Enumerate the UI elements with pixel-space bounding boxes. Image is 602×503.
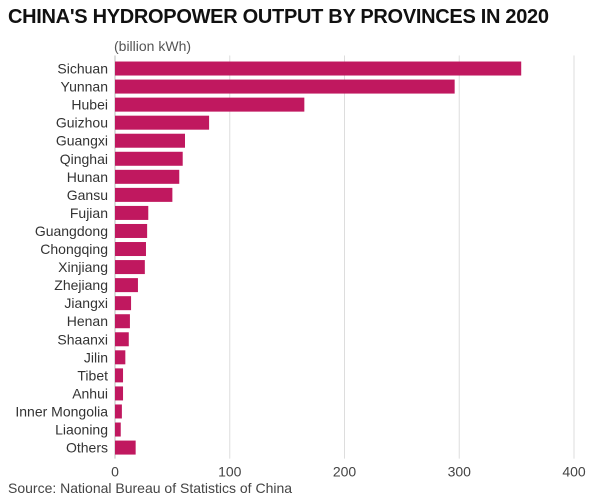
category-label-henan: Henan xyxy=(67,313,108,329)
bar-guangdong xyxy=(115,223,148,238)
bar-guangxi xyxy=(115,133,185,148)
bar-others xyxy=(115,440,136,455)
x-tick-label: 200 xyxy=(333,464,357,480)
unit-label: (billion kWh) xyxy=(114,38,191,54)
category-label-inner-mongolia: Inner Mongolia xyxy=(15,403,108,419)
bar-fujian xyxy=(115,205,149,220)
x-tick-label: 0 xyxy=(111,464,119,480)
category-label-anhui: Anhui xyxy=(72,385,108,401)
x-tick-label: 100 xyxy=(218,464,242,480)
category-label-tibet: Tibet xyxy=(77,367,108,383)
category-label-guizhou: Guizhou xyxy=(56,115,108,131)
bar-zhejiang xyxy=(115,278,138,293)
bar-henan xyxy=(115,314,130,329)
category-label-xinjiang: Xinjiang xyxy=(58,259,108,275)
x-tick-label: 300 xyxy=(448,464,472,480)
category-label-qinghai: Qinghai xyxy=(60,151,108,167)
bar-chongqing xyxy=(115,242,146,257)
chart-title: CHINA'S HYDROPOWER OUTPUT BY PROVINCES I… xyxy=(8,6,549,28)
x-axis-ticks: 0 100 200 300 400 xyxy=(111,464,586,480)
category-label-others: Others xyxy=(66,440,108,456)
category-label-hunan: Hunan xyxy=(67,169,108,185)
bar-liaoning xyxy=(115,422,121,437)
bar-inner-mongolia xyxy=(115,404,122,419)
category-label-jilin: Jilin xyxy=(84,349,108,365)
bar-sichuan xyxy=(115,61,522,76)
category-label-chongqing: Chongqing xyxy=(40,241,108,257)
source-note: Source: National Bureau of Statistics of… xyxy=(8,480,293,496)
bar-jilin xyxy=(115,350,126,365)
bar-yunnan xyxy=(115,79,455,94)
category-label-hubei: Hubei xyxy=(71,97,108,113)
bar-jiangxi xyxy=(115,296,132,311)
category-label-guangdong: Guangdong xyxy=(35,223,108,239)
bar-gansu xyxy=(115,187,173,202)
category-label-liaoning: Liaoning xyxy=(55,422,108,438)
category-label-fujian: Fujian xyxy=(70,205,108,221)
bar-guizhou xyxy=(115,115,210,130)
category-labels: Sichuan Yunnan Hubei Guizhou Guangxi Qinghai H… xyxy=(15,61,108,456)
category-label-sichuan: Sichuan xyxy=(57,61,108,77)
bar-qinghai xyxy=(115,151,183,166)
bar-hubei xyxy=(115,97,305,112)
category-label-jiangxi: Jiangxi xyxy=(64,295,108,311)
bar-anhui xyxy=(115,386,124,401)
bar-shaanxi xyxy=(115,332,129,347)
bar-hunan xyxy=(115,169,180,184)
category-label-guangxi: Guangxi xyxy=(56,133,108,149)
category-label-gansu: Gansu xyxy=(67,187,108,203)
bars xyxy=(115,61,522,455)
category-label-zhejiang: Zhejiang xyxy=(54,277,108,293)
bar-xinjiang xyxy=(115,260,145,275)
category-label-yunnan: Yunnan xyxy=(61,79,109,95)
x-tick-label: 400 xyxy=(562,464,586,480)
bar-tibet xyxy=(115,368,124,383)
category-label-shaanxi: Shaanxi xyxy=(57,331,108,347)
